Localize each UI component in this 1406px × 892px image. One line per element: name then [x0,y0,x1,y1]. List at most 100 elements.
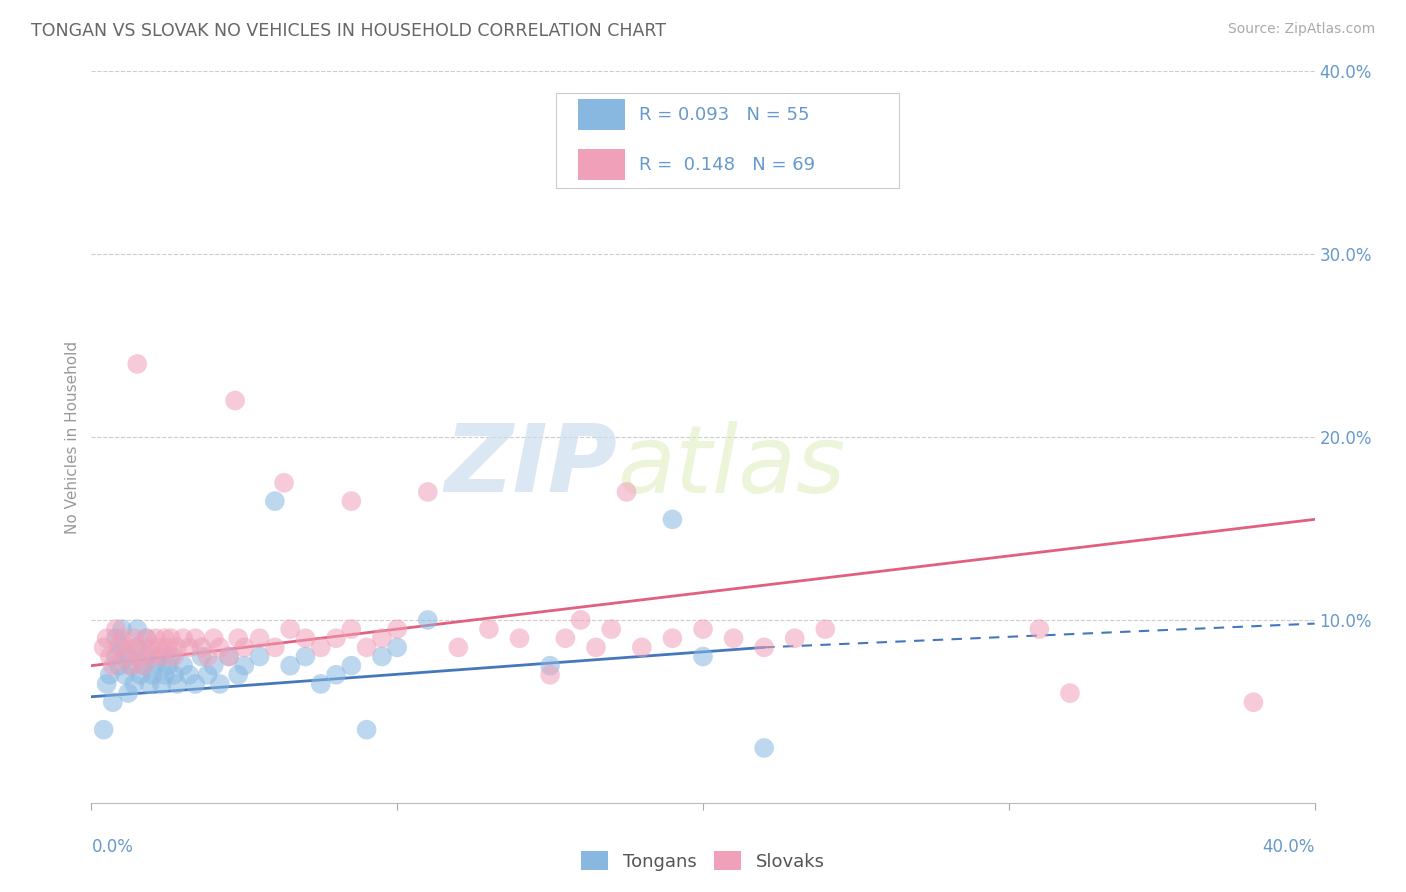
Point [132,658,155,673]
Point [692,649,714,664]
Point [141,649,163,664]
Point [160,632,183,646]
Point [371,632,394,646]
Text: 40.0%: 40.0% [1263,838,1315,856]
Point [249,632,271,646]
Point [264,640,287,655]
Text: R = 0.093   N = 55: R = 0.093 N = 55 [640,105,810,124]
Point [197,649,219,664]
Point [385,640,409,655]
Point [585,640,607,655]
Point [478,622,501,636]
Point [145,658,167,673]
Point [127,357,149,371]
Point [114,667,136,681]
Text: ZIP: ZIP [444,420,617,512]
Point [127,622,149,636]
Point [294,632,316,646]
Point [98,667,121,681]
Point [145,632,167,646]
Point [385,622,409,636]
Point [416,613,439,627]
Point [208,677,231,691]
Point [93,640,115,655]
Point [814,622,837,636]
Point [224,393,246,408]
Point [692,622,714,636]
Point [156,658,179,673]
Point [108,658,131,673]
Point [356,640,378,655]
Point [166,677,188,691]
Point [172,658,194,673]
Point [156,640,179,655]
Point [104,649,127,664]
Point [249,649,271,664]
Text: R =  0.148   N = 69: R = 0.148 N = 69 [640,155,815,174]
Point [101,695,124,709]
Point [160,649,183,664]
Point [111,622,134,636]
Point [117,686,139,700]
Point [114,649,136,664]
Point [264,494,287,508]
Point [148,649,170,664]
Point [616,485,638,500]
Point [132,658,155,673]
Point [509,632,531,646]
Point [273,475,295,490]
Point [179,667,201,681]
Point [325,632,347,646]
Point [117,649,139,664]
Point [111,640,134,655]
Point [148,640,170,655]
Point [278,622,301,636]
FancyBboxPatch shape [557,94,898,188]
Point [108,640,131,655]
Point [754,640,776,655]
Point [122,677,145,691]
Point [138,640,160,655]
Point [93,723,115,737]
Point [96,677,118,691]
Point [184,632,207,646]
Point [127,640,149,655]
Point [226,632,249,646]
Point [98,649,121,664]
Point [340,658,363,673]
FancyBboxPatch shape [578,99,624,130]
Point [101,658,124,673]
Point [218,649,240,664]
Point [569,613,592,627]
Point [120,658,142,673]
Point [661,632,683,646]
Point [208,640,231,655]
Point [179,640,201,655]
Point [294,649,316,664]
Point [371,649,394,664]
Point [783,632,806,646]
Point [309,640,332,655]
Point [127,640,149,655]
Point [96,632,118,646]
Point [1059,686,1081,700]
Text: 0.0%: 0.0% [91,838,134,856]
Point [600,622,623,636]
Point [723,632,745,646]
Point [538,658,561,673]
Point [325,667,347,681]
Point [129,649,152,664]
Point [138,677,160,691]
Point [117,640,139,655]
Point [197,667,219,681]
Point [163,667,186,681]
Point [135,632,157,646]
Point [340,622,363,636]
Point [120,658,142,673]
Point [163,649,186,664]
Point [104,632,127,646]
Point [218,649,240,664]
Point [202,658,225,673]
Text: TONGAN VS SLOVAK NO VEHICLES IN HOUSEHOLD CORRELATION CHART: TONGAN VS SLOVAK NO VEHICLES IN HOUSEHOL… [31,22,666,40]
Point [233,640,256,655]
